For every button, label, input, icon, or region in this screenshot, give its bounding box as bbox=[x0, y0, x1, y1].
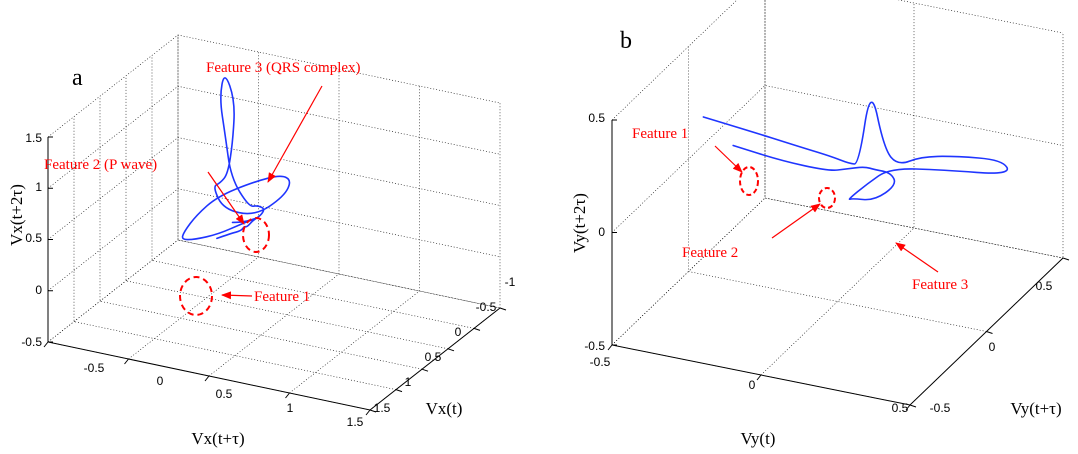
z-axis-label-b: Vy(t+2τ) bbox=[570, 193, 589, 253]
feature-2-label-b: Feature 2 bbox=[682, 245, 738, 261]
z-tick-label-a: 1 bbox=[35, 180, 42, 194]
tick-mark bbox=[421, 368, 429, 372]
grid-line bbox=[47, 85, 501, 189]
x-tick-label-a: -0.5 bbox=[476, 300, 497, 314]
panel-letter-a: a bbox=[72, 65, 83, 91]
y-tick-label-a: 1 bbox=[287, 401, 294, 415]
tick-mark bbox=[986, 331, 993, 334]
grid-line bbox=[47, 239, 501, 343]
grid-line bbox=[125, 75, 449, 350]
y-axis-label-a: Vx(t+τ) bbox=[191, 429, 244, 448]
y-tick-label-a: 0.5 bbox=[216, 387, 233, 401]
x-axis-label-a: Vx(t) bbox=[426, 399, 463, 418]
feature-1-circle-b bbox=[739, 166, 759, 196]
z-tick-label-a: 0 bbox=[35, 283, 42, 297]
grid-line bbox=[151, 55, 475, 329]
tick-mark bbox=[395, 389, 403, 393]
tick-mark bbox=[607, 344, 613, 351]
trajectory-line-panel-b bbox=[702, 101, 1009, 201]
feature-3-label-a: Feature 3 (QRS complex) bbox=[206, 60, 361, 76]
y-tick-label-b: -0.5 bbox=[930, 401, 951, 415]
x-tick-label-b: 0.5 bbox=[892, 401, 909, 415]
grid-panel-a bbox=[47, 34, 501, 411]
x-tick-label-a: 1 bbox=[405, 375, 412, 389]
z-axis-label-a: Vx(t+2τ) bbox=[7, 184, 26, 246]
z-tick-label-b: 0 bbox=[598, 225, 605, 239]
feature-2-circle-a bbox=[242, 217, 270, 253]
y-tick-label-b: 0.5 bbox=[1036, 279, 1053, 293]
grid-line bbox=[611, 0, 1064, 121]
tick-mark bbox=[124, 358, 129, 365]
grid-line bbox=[47, 35, 179, 343]
y-axis-label-b: Vy(t+τ) bbox=[1010, 399, 1061, 418]
axis-line bbox=[611, 120, 1064, 406]
feature-1-arrow-b bbox=[714, 145, 743, 173]
grid-panel-b bbox=[611, 0, 1064, 406]
grid-line bbox=[177, 35, 501, 309]
x-tick-label-a: 0 bbox=[455, 325, 462, 339]
x-tick-label-b: 0 bbox=[749, 378, 756, 392]
feature-1-label-b: Feature 1 bbox=[632, 126, 688, 142]
x-tick-label-a: -1 bbox=[505, 275, 516, 289]
tick-mark bbox=[905, 404, 911, 411]
tick-mark bbox=[204, 375, 210, 382]
tick-mark bbox=[43, 341, 49, 348]
axes-frame-panel-b bbox=[607, 119, 1070, 411]
chart-panel-a: a -0.5 0 0.5 1 1.5 -0.5 0 0.5 1 1.5 -1 -… bbox=[7, 34, 516, 448]
chart-panel-b: b -0.5 0 0.5 -0.5 0 0.5 0.5 0 -0.5 Vy(t+… bbox=[570, 0, 1070, 448]
axis-line bbox=[47, 137, 501, 411]
grid-line bbox=[128, 52, 259, 360]
tick-mark bbox=[909, 404, 917, 408]
y-tick-label-a: -0.5 bbox=[84, 361, 105, 375]
z-tick-label-b: -0.5 bbox=[584, 339, 605, 353]
feature-1-circle-a bbox=[179, 276, 213, 316]
axes-frame-panel-a bbox=[43, 136, 507, 416]
grid-line bbox=[688, 46, 987, 332]
grid-line bbox=[611, 120, 911, 406]
grid-line bbox=[208, 69, 340, 377]
trajectory-line-panel-a bbox=[181, 77, 291, 241]
z-tick-label-a: 0.5 bbox=[25, 231, 42, 245]
x-axis-label-b: Vy(t) bbox=[741, 429, 776, 448]
feature-2-label-a: Feature 2 (P wave) bbox=[44, 157, 157, 173]
feature-3-label-b: Feature 3 bbox=[912, 277, 968, 293]
grid-line bbox=[99, 96, 423, 370]
feature-3-arrow-b bbox=[895, 242, 939, 273]
grid-line bbox=[289, 86, 420, 394]
grid-line bbox=[47, 188, 501, 291]
grid-line bbox=[909, 33, 1064, 406]
panel-letter-b: b bbox=[620, 28, 632, 54]
tick-mark bbox=[756, 374, 762, 381]
feature-2-arrow-b bbox=[771, 203, 821, 239]
tick-mark bbox=[369, 409, 377, 413]
grid-line bbox=[611, 85, 1064, 233]
z-tick-label-a: 1.5 bbox=[25, 131, 42, 145]
y-tick-label-b: 0 bbox=[989, 340, 996, 354]
tick-mark bbox=[473, 327, 481, 331]
grid-line bbox=[764, 0, 1064, 259]
z-tick-label-a: -0.5 bbox=[21, 335, 42, 349]
feature-2-circle-b bbox=[818, 187, 836, 209]
tick-mark bbox=[365, 409, 371, 416]
y-tick-label-a: 0 bbox=[157, 374, 164, 388]
z-tick-label-b: 0.5 bbox=[588, 111, 605, 125]
x-tick-label-b: -0.5 bbox=[590, 355, 611, 369]
feature-2-arrow-a bbox=[207, 171, 245, 225]
tick-mark bbox=[1062, 257, 1070, 261]
tick-mark bbox=[447, 348, 455, 352]
x-tick-label-a: 1.5 bbox=[374, 401, 391, 415]
feature-3-arrow-a bbox=[267, 85, 323, 183]
tick-mark bbox=[499, 307, 507, 311]
y-tick-label-a: 1.5 bbox=[347, 415, 364, 429]
grid-line bbox=[611, 197, 1064, 346]
feature-1-arrow-a bbox=[221, 291, 253, 300]
tick-mark bbox=[285, 392, 290, 399]
grid-line bbox=[73, 116, 397, 390]
grid-line bbox=[47, 137, 501, 240]
x-tick-label-a: 0.5 bbox=[425, 350, 442, 364]
feature-1-label-a: Feature 1 bbox=[254, 289, 310, 305]
grid-line bbox=[47, 34, 501, 138]
